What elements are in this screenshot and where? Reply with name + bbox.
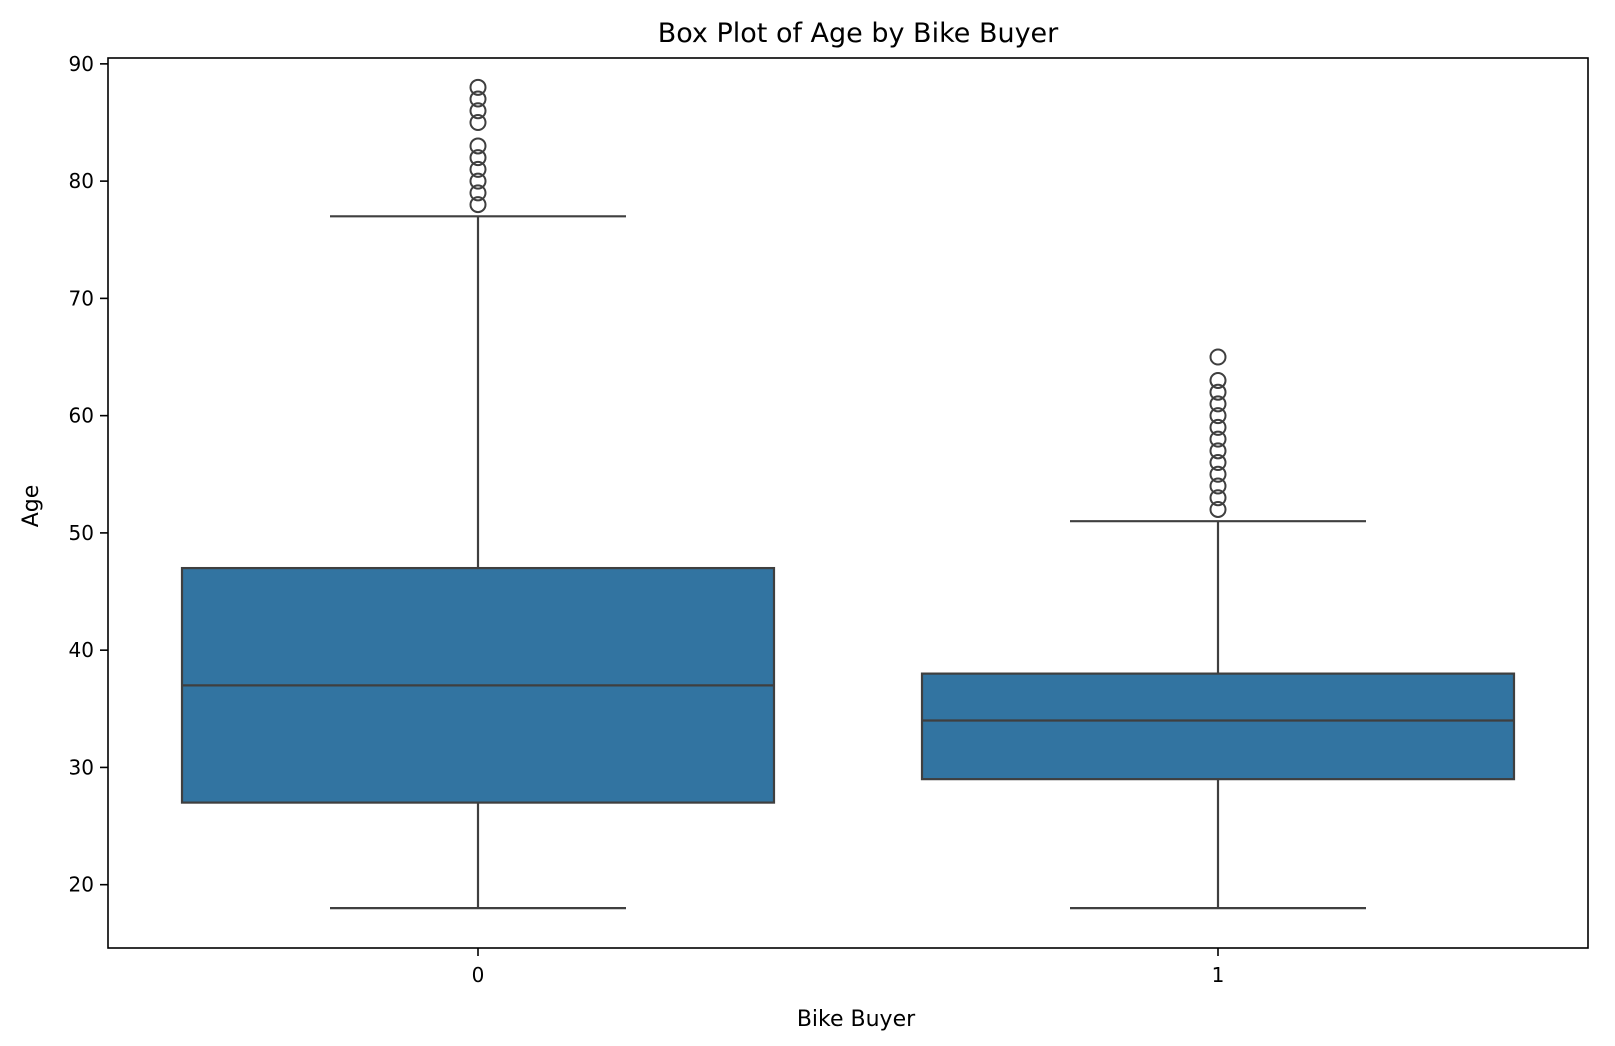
outlier-point: [1209, 500, 1227, 518]
outlier-point: [1209, 418, 1227, 436]
box-group-1: [920, 348, 1516, 910]
outlier-point: [1209, 348, 1227, 366]
y-tick-label: 30: [69, 755, 94, 779]
outlier-point: [1209, 477, 1227, 495]
y-tick-label: 50: [69, 521, 94, 545]
axes-frame: [107, 57, 1589, 949]
outlier-point: [469, 90, 487, 108]
iqr-box: [920, 672, 1516, 781]
outlier-point: [1209, 371, 1227, 389]
chart-title: Box Plot of Age by Bike Buyer: [658, 18, 1059, 49]
outlier-point: [1209, 395, 1227, 413]
y-tick-label: 60: [69, 404, 94, 428]
x-tick-label: 0: [472, 963, 485, 987]
outlier-point: [469, 78, 487, 96]
outlier-point: [1209, 442, 1227, 460]
y-tick-label: 70: [69, 286, 94, 310]
outlier-point: [1209, 454, 1227, 472]
outlier-point: [469, 184, 487, 202]
x-axis-label: Bike Buyer: [797, 1007, 916, 1032]
outlier-point: [1209, 430, 1227, 448]
y-tick-label: 40: [69, 638, 94, 662]
plot-area: [180, 78, 1516, 910]
y-axis-ticks: 20 30 40 50 60 70 80 90: [69, 52, 108, 897]
y-tick-label: 90: [69, 52, 94, 76]
outlier-point: [469, 149, 487, 167]
outlier-point: [469, 172, 487, 190]
y-tick-label: 20: [69, 873, 94, 897]
outlier-point: [1209, 465, 1227, 483]
y-axis-label: Age: [19, 485, 44, 528]
box-group-0: [180, 78, 776, 910]
y-tick-label: 80: [69, 169, 94, 193]
x-tick-label: 1: [1212, 963, 1225, 987]
outlier-point: [469, 113, 487, 131]
outlier-point: [1209, 489, 1227, 507]
outlier-point: [1209, 407, 1227, 425]
outlier-point: [469, 196, 487, 214]
outlier-point: [1209, 383, 1227, 401]
outlier-point: [469, 137, 487, 155]
outlier-point: [469, 160, 487, 178]
outlier-point: [469, 102, 487, 120]
